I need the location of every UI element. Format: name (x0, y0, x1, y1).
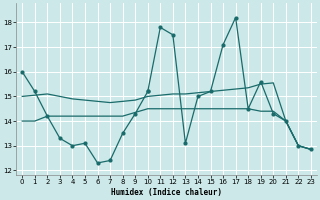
X-axis label: Humidex (Indice chaleur): Humidex (Indice chaleur) (111, 188, 222, 197)
